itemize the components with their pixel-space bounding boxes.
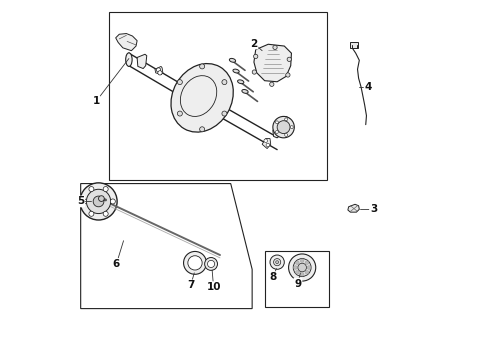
- Circle shape: [156, 68, 161, 72]
- Circle shape: [298, 263, 306, 272]
- Circle shape: [286, 73, 290, 77]
- Circle shape: [177, 80, 182, 85]
- Circle shape: [270, 82, 274, 86]
- Circle shape: [275, 131, 278, 134]
- Text: 4: 4: [365, 82, 372, 92]
- Circle shape: [294, 266, 297, 269]
- Circle shape: [277, 121, 290, 134]
- Circle shape: [305, 270, 309, 274]
- Circle shape: [199, 127, 205, 132]
- Text: 6: 6: [113, 259, 120, 269]
- Circle shape: [207, 260, 215, 267]
- Polygon shape: [348, 204, 359, 212]
- Circle shape: [270, 255, 284, 269]
- Ellipse shape: [238, 80, 244, 84]
- Circle shape: [252, 70, 256, 74]
- Text: 8: 8: [269, 272, 276, 282]
- Circle shape: [305, 261, 309, 265]
- Circle shape: [98, 196, 104, 202]
- Circle shape: [222, 80, 227, 85]
- Circle shape: [275, 121, 278, 124]
- Text: 9: 9: [294, 279, 301, 289]
- Circle shape: [289, 254, 316, 281]
- Circle shape: [307, 266, 311, 269]
- Circle shape: [184, 251, 206, 274]
- Ellipse shape: [171, 64, 233, 132]
- Circle shape: [276, 261, 279, 264]
- Circle shape: [287, 57, 292, 62]
- Circle shape: [89, 211, 94, 216]
- Circle shape: [264, 139, 268, 143]
- Polygon shape: [155, 66, 163, 75]
- Circle shape: [273, 116, 294, 138]
- Circle shape: [273, 258, 281, 266]
- Circle shape: [300, 259, 304, 262]
- Circle shape: [177, 111, 182, 116]
- Polygon shape: [273, 116, 291, 138]
- Circle shape: [103, 186, 108, 192]
- Circle shape: [89, 186, 94, 192]
- Ellipse shape: [242, 90, 248, 93]
- Circle shape: [188, 256, 202, 270]
- Circle shape: [205, 257, 218, 270]
- Circle shape: [291, 126, 293, 129]
- Circle shape: [82, 199, 87, 204]
- Polygon shape: [137, 54, 147, 68]
- Circle shape: [103, 211, 108, 216]
- Circle shape: [253, 54, 258, 59]
- Polygon shape: [116, 33, 137, 51]
- Bar: [350, 42, 358, 48]
- Ellipse shape: [233, 69, 239, 73]
- Circle shape: [266, 143, 270, 147]
- Circle shape: [285, 134, 288, 136]
- Text: 1: 1: [93, 96, 99, 107]
- Text: 5: 5: [77, 197, 84, 206]
- Circle shape: [86, 189, 111, 213]
- Bar: [265, 251, 329, 307]
- Circle shape: [80, 183, 117, 220]
- Circle shape: [295, 270, 299, 274]
- Polygon shape: [254, 44, 292, 82]
- Text: 10: 10: [206, 282, 221, 292]
- Polygon shape: [262, 139, 270, 149]
- Circle shape: [110, 199, 115, 204]
- Ellipse shape: [229, 58, 236, 62]
- Circle shape: [273, 45, 277, 50]
- Circle shape: [300, 273, 304, 276]
- Text: 3: 3: [370, 203, 377, 213]
- Ellipse shape: [126, 53, 132, 66]
- Circle shape: [285, 118, 288, 121]
- Circle shape: [293, 258, 311, 276]
- Circle shape: [295, 261, 299, 265]
- Text: 2: 2: [250, 39, 258, 49]
- Circle shape: [93, 196, 104, 207]
- Circle shape: [222, 111, 227, 116]
- Circle shape: [158, 71, 162, 75]
- Circle shape: [199, 64, 205, 69]
- Text: 7: 7: [187, 280, 195, 291]
